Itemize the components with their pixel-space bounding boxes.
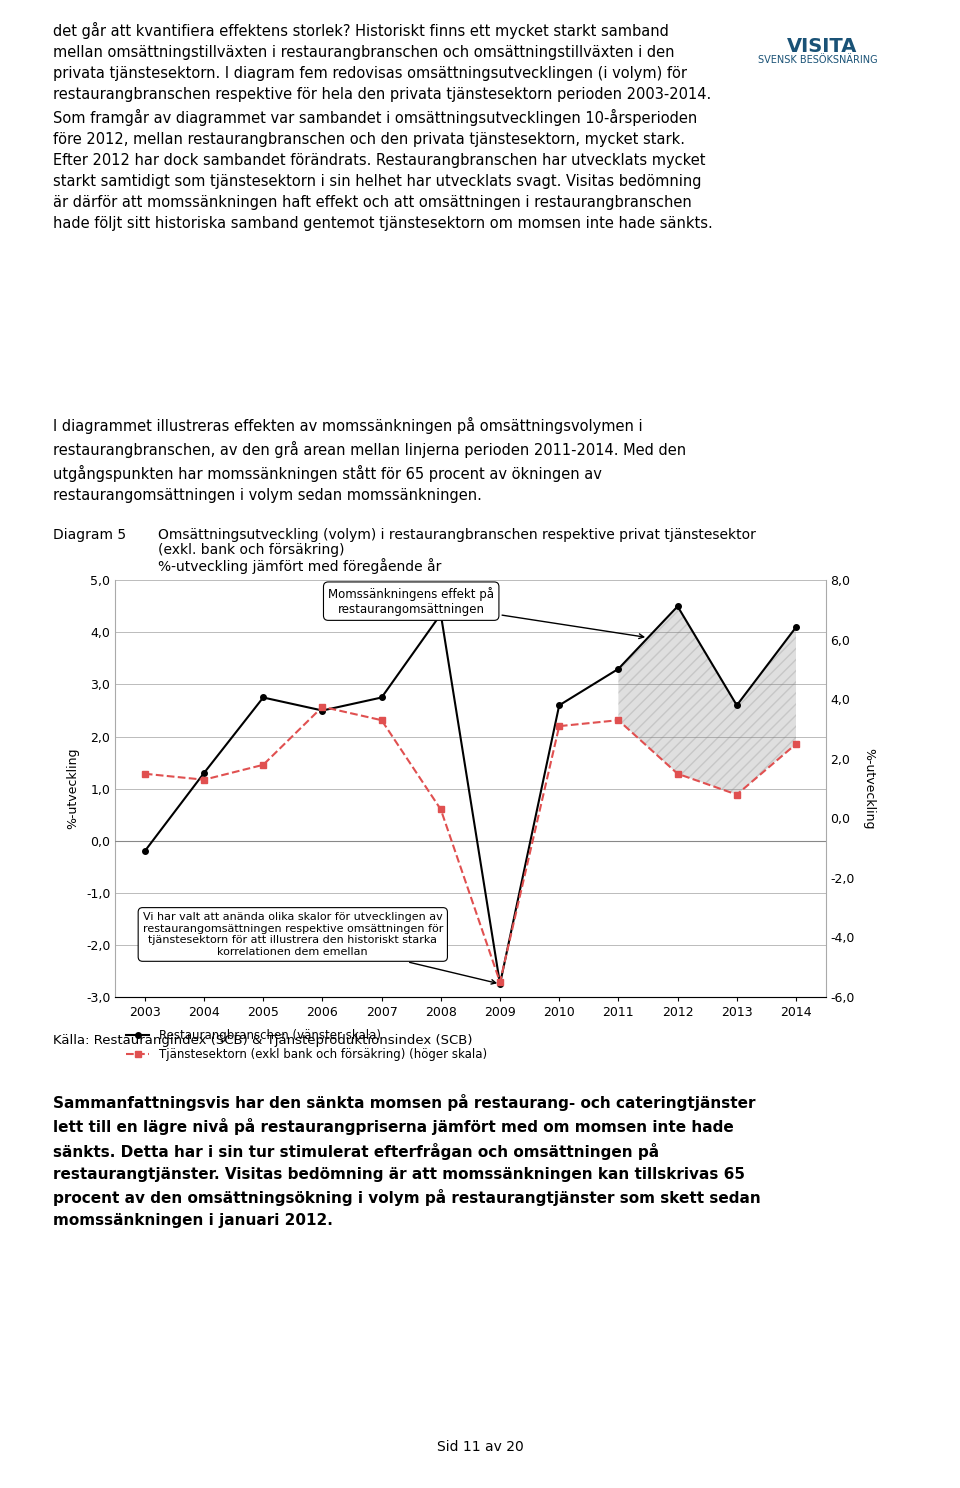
Text: I diagrammet illustreras effekten av momssänkningen på omsättningsvolymen i
rest: I diagrammet illustreras effekten av mom… bbox=[53, 417, 686, 503]
Text: Omsättningsutveckling (volym) i restaurangbranschen respektive privat tjänstesek: Omsättningsutveckling (volym) i restaura… bbox=[158, 528, 756, 542]
Y-axis label: %-utveckling: %-utveckling bbox=[863, 748, 876, 829]
Text: Vi har valt att anända olika skalor för utvecklingen av
restaurangomsättningen r: Vi har valt att anända olika skalor för … bbox=[143, 912, 495, 984]
Text: Källa: Restaurangindex (SCB) & Tjänsteproduktionsindex (SCB): Källa: Restaurangindex (SCB) & Tjänstepr… bbox=[53, 1034, 472, 1048]
Legend: Restaurangbranschen (vänster skala), Tjänstesektorn (exkl bank och försäkring) (: Restaurangbranschen (vänster skala), Tjä… bbox=[121, 1025, 492, 1065]
Y-axis label: %-utveckling: %-utveckling bbox=[66, 748, 79, 829]
Text: det går att kvantifiera effektens storlek? Historiskt finns ett mycket starkt sa: det går att kvantifiera effektens storle… bbox=[53, 22, 712, 231]
Text: Momssänkningens effekt på
restaurangomsättningen: Momssänkningens effekt på restaurangomsä… bbox=[328, 586, 644, 638]
Text: Sammanfattningsvis har den sänkta momsen på restaurang- och cateringtjänster
let: Sammanfattningsvis har den sänkta momsen… bbox=[53, 1094, 760, 1228]
Text: Sid 11 av 20: Sid 11 av 20 bbox=[437, 1440, 523, 1454]
Text: SVENSK BESÖKSNÄRING: SVENSK BESÖKSNÄRING bbox=[758, 55, 878, 65]
Text: VISITA: VISITA bbox=[787, 37, 857, 57]
Text: (exkl. bank och försäkring): (exkl. bank och försäkring) bbox=[158, 543, 345, 557]
Text: %-utveckling jämfört med föregående år: %-utveckling jämfört med föregående år bbox=[158, 558, 442, 574]
Text: Diagram 5: Diagram 5 bbox=[53, 528, 126, 542]
